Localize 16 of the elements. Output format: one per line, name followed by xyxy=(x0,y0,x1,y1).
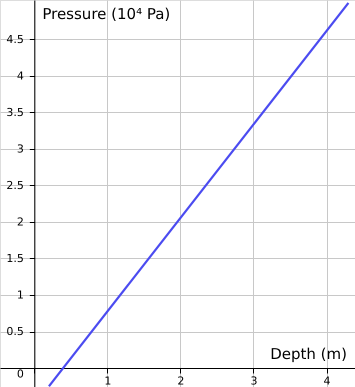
x-tick-label: 3 xyxy=(250,374,258,387)
y-tick-label: 4 xyxy=(16,69,24,82)
y-tick-label: 2 xyxy=(16,215,24,228)
y-tick-label: 3.5 xyxy=(6,106,24,119)
y-tick-label: 0 xyxy=(16,368,24,381)
y-tick-label: 0.5 xyxy=(6,325,24,338)
y-axis-title: Pressure (10⁴ Pa) xyxy=(42,5,170,23)
x-tick-label: 1 xyxy=(104,374,112,387)
y-tick-label: 2.5 xyxy=(6,178,24,192)
x-axis-title: Depth (m) xyxy=(270,345,347,364)
y-tick-label: 1.5 xyxy=(6,252,24,265)
y-tick-label: 4.5 xyxy=(6,32,24,46)
y-tick-label: 1 xyxy=(16,288,24,302)
x-tick-label: 2 xyxy=(177,374,184,387)
y-tick-label: 3 xyxy=(16,142,24,156)
x-tick-label: 4 xyxy=(324,374,331,387)
